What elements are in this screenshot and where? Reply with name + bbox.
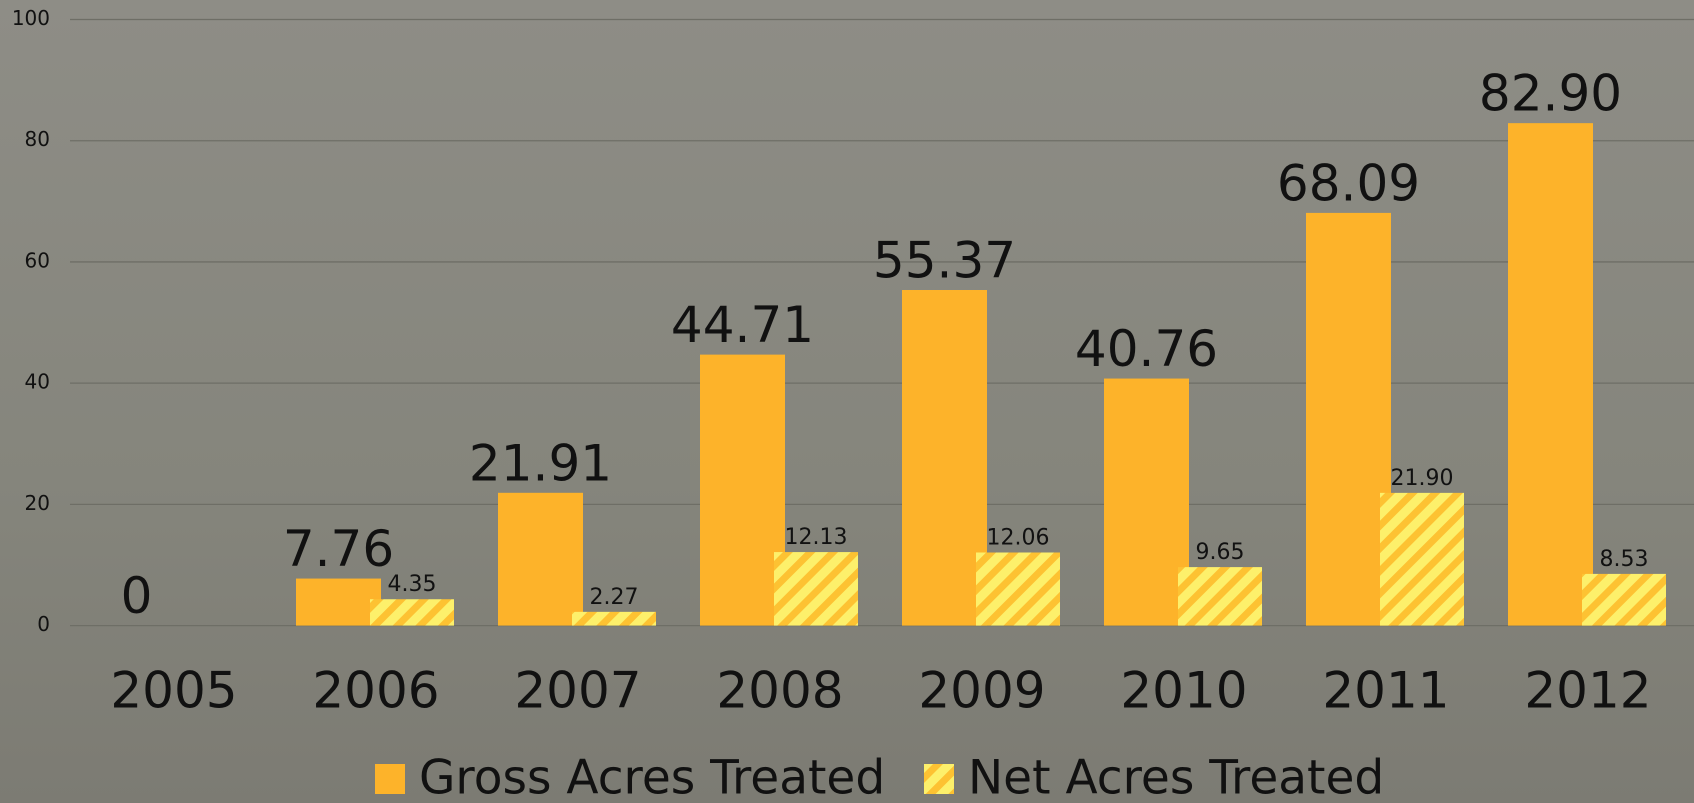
value-label: 4.35 — [388, 572, 437, 597]
bar — [1178, 567, 1262, 626]
x-tick-label: 2005 — [110, 662, 237, 720]
legend-label: Net Acres Treated — [968, 751, 1384, 803]
bar — [1582, 573, 1666, 626]
legend-label: Gross Acres Treated — [419, 751, 885, 803]
bar — [370, 599, 454, 626]
bar — [1380, 492, 1464, 626]
value-label: 7.76 — [283, 520, 394, 578]
x-tick-label: 2009 — [918, 662, 1045, 720]
value-label: 21.91 — [469, 434, 612, 492]
bar — [296, 578, 381, 626]
x-tick-label: 2012 — [1524, 662, 1651, 720]
bar — [1104, 378, 1189, 626]
y-tick-label: 0 — [37, 612, 50, 636]
y-tick-label: 20 — [25, 491, 50, 515]
value-label: 2.27 — [590, 585, 639, 610]
value-label: 12.13 — [785, 525, 848, 550]
bar — [1508, 123, 1593, 626]
value-label: 44.71 — [671, 296, 814, 354]
value-label: 0 — [121, 567, 153, 625]
value-label: 8.53 — [1600, 547, 1649, 572]
value-label: 21.90 — [1391, 466, 1454, 491]
x-tick-label: 2010 — [1120, 662, 1247, 720]
y-tick-label: 100 — [12, 6, 50, 30]
bar — [1306, 212, 1391, 626]
bar — [902, 290, 987, 626]
bar — [498, 492, 583, 626]
legend-swatch — [924, 764, 954, 794]
bar — [976, 552, 1060, 626]
value-label: 9.65 — [1196, 540, 1245, 565]
x-tick-label: 2007 — [514, 662, 641, 720]
bar — [572, 611, 656, 626]
value-label: 68.09 — [1277, 154, 1420, 212]
y-tick-label: 40 — [25, 370, 50, 394]
x-tick-label: 2006 — [312, 662, 439, 720]
y-tick-label: 60 — [25, 248, 50, 272]
value-label: 82.90 — [1479, 65, 1622, 123]
legend-swatch — [375, 764, 405, 794]
x-tick-label: 2008 — [716, 662, 843, 720]
x-tick-label: 2011 — [1322, 662, 1449, 720]
y-tick-label: 80 — [25, 127, 50, 151]
bar — [774, 552, 858, 626]
value-label: 40.76 — [1075, 320, 1218, 378]
bar — [700, 354, 785, 626]
value-label: 55.37 — [873, 232, 1016, 290]
value-label: 12.06 — [987, 526, 1050, 551]
